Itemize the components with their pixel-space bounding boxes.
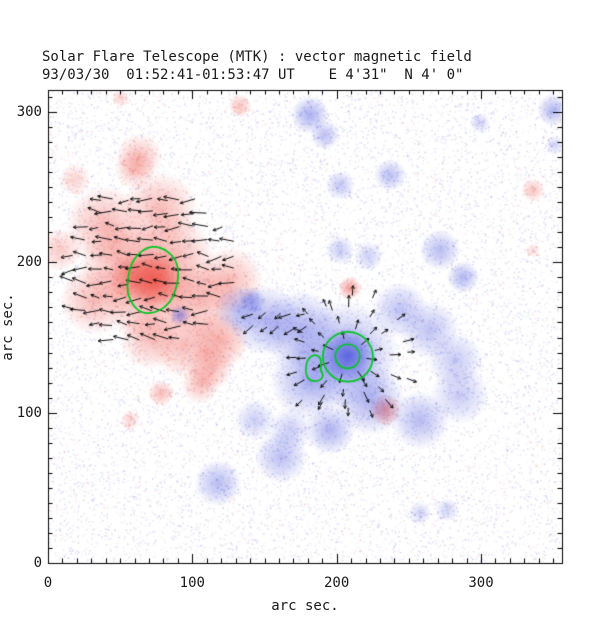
- y-axis-tick-label: 100: [16, 404, 42, 421]
- y-axis-title: arc sec.: [0, 293, 16, 361]
- x-axis-title: arc sec.: [271, 598, 339, 614]
- x-axis-tick-label: 100: [179, 575, 205, 591]
- plot-title: Solar Flare Telescope (MTK) : vector mag…: [42, 49, 472, 65]
- y-axis-tick-label: 200: [16, 254, 42, 271]
- y-axis-tick-label: 300: [16, 104, 42, 120]
- x-axis-tick-label: 200: [324, 575, 350, 591]
- x-axis-tick-label: 300: [468, 575, 494, 591]
- x-axis-tick-label: 0: [43, 575, 53, 591]
- plot-subtitle-datetime: 93/03/30 01:52:41-01:53:47 UT E 4'31" N …: [42, 67, 464, 83]
- y-axis-tick-label: 0: [33, 555, 42, 571]
